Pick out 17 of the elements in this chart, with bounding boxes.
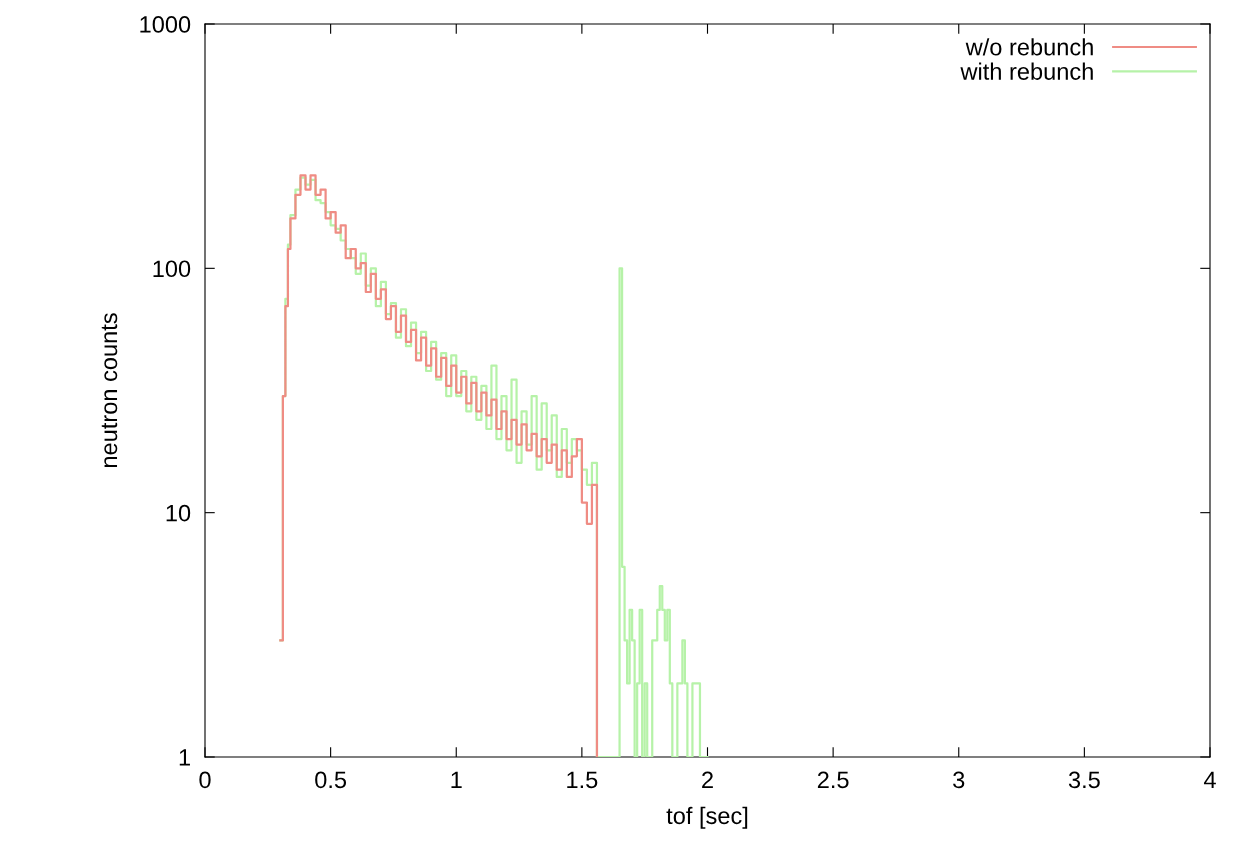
legend-label: w/o rebunch — [965, 38, 1093, 56]
x-tick-label: 3.5 — [1068, 771, 1100, 789]
y-tick-label: 10 — [166, 504, 191, 522]
y-tick-label: 100 — [153, 260, 191, 278]
y-axis-title: neutron counts — [101, 313, 118, 468]
x-tick-label: 3 — [953, 771, 965, 789]
y-tick-label: 1 — [179, 749, 190, 766]
x-tick-label: 2 — [702, 771, 713, 788]
x-tick-label: 0.5 — [315, 771, 347, 789]
x-axis-title: tof [sec] — [666, 806, 748, 829]
legend-label: with rebunch — [960, 62, 1093, 80]
y-tick-label: 1000 — [140, 16, 191, 33]
x-tick-label: 0 — [199, 771, 211, 789]
x-tick-label: 4 — [1203, 771, 1216, 788]
x-tick-label: 2.5 — [817, 771, 849, 789]
x-tick-label: 1 — [451, 771, 462, 788]
x-tick-label: 1.5 — [567, 771, 598, 789]
